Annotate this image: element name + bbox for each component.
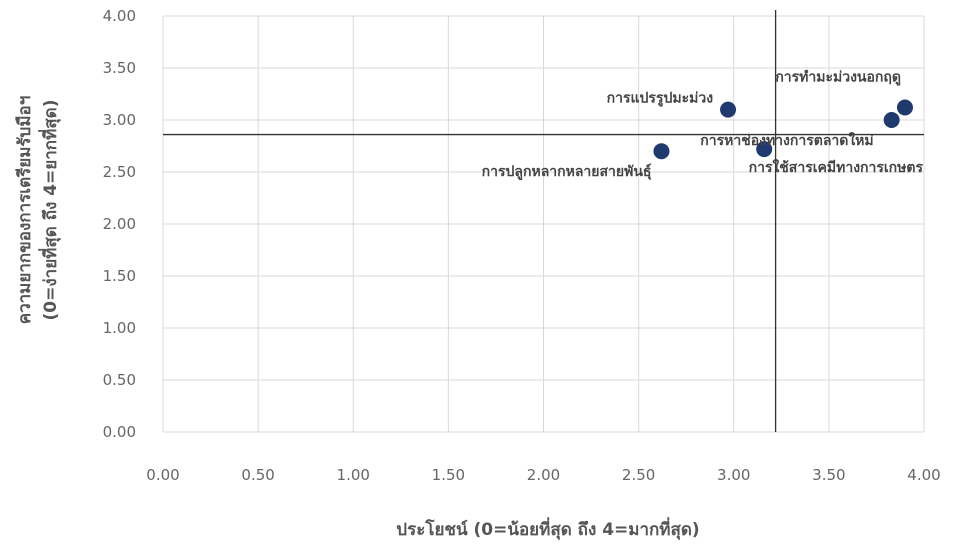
point-label: การหาช่องทางการตลาดใหม่ (700, 131, 873, 149)
point-label: การปลูกหลากหลายสายพันธุ์ (482, 163, 652, 180)
y-axis-title-line1: ความยากของการเตรียมรับมือฯ (14, 96, 35, 325)
data-point (756, 141, 773, 158)
tick-labels: 0.00 0.50 1.00 1.50 2.00 2.50 3.00 3.50 4.00 0.00… (103, 7, 941, 484)
grid (162, 15, 925, 433)
x-tick-label: 1.00 (337, 466, 370, 484)
x-tick-label: 4.00 (907, 466, 940, 484)
x-tick-label: 0.00 (146, 466, 179, 484)
y-tick-label: 1.50 (103, 267, 136, 285)
y-tick-label: 2.00 (103, 215, 136, 233)
data-points (653, 99, 913, 160)
x-tick-label: 2.00 (527, 466, 560, 484)
data-point (896, 99, 913, 116)
point-labels: การแปรรูปมะม่วง การทำมะม่วงนอกฤดูการหาช่อ… (482, 70, 924, 181)
point-label: การทำมะม่วงนอกฤดู (775, 70, 901, 86)
x-tick-label: 3.50 (812, 466, 845, 484)
x-tick-label: 0.50 (241, 466, 274, 484)
x-tick-label: 1.50 (432, 466, 465, 484)
data-point (720, 101, 737, 118)
data-point (883, 112, 900, 128)
point-label: การแปรรูปมะม่วง (607, 91, 714, 107)
y-tick-label: 4.00 (103, 7, 136, 25)
y-tick-label: 0.00 (103, 423, 136, 441)
x-tick-label: 3.00 (717, 466, 750, 484)
y-tick-label: 3.00 (103, 111, 136, 129)
y-tick-label: 1.00 (103, 319, 136, 337)
y-axis-title-line2: (0=ง่ายที่สุด ถึง 4=ยากที่สุด) (38, 100, 61, 321)
x-tick-label: 2.50 (622, 466, 655, 484)
reference-lines (163, 10, 924, 432)
y-tick-label: 3.50 (103, 59, 136, 77)
x-axis-title: ประโยชน์ (0=น้อยที่สุด ถึง 4=มากที่สุด) (396, 517, 699, 540)
y-tick-label: 0.50 (103, 371, 136, 389)
y-tick-label: 2.50 (103, 163, 136, 181)
data-point (653, 143, 670, 160)
point-label: การใช้สารเคมีทางการเกษตร (749, 158, 924, 176)
